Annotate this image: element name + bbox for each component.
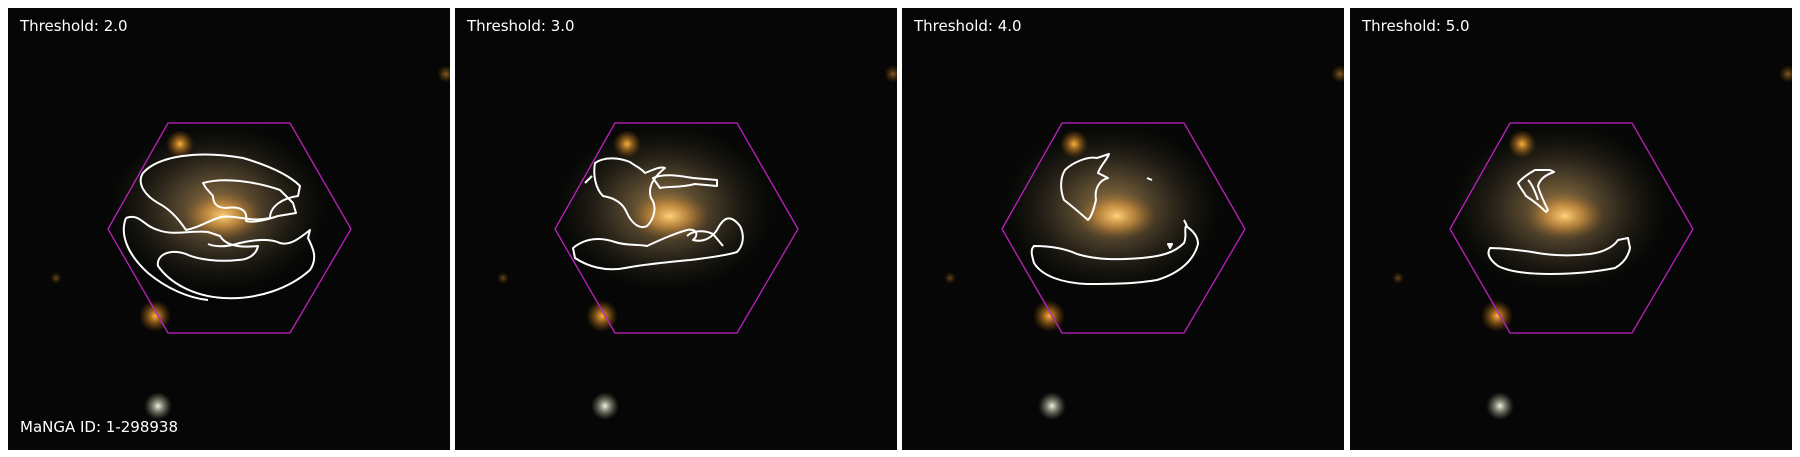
contour xyxy=(572,157,744,271)
star xyxy=(166,130,194,158)
threshold-label: Threshold: 2.0 xyxy=(20,17,128,35)
star xyxy=(437,65,450,83)
image-panel-threshold-3: Threshold: 3.0 xyxy=(455,8,897,450)
contour xyxy=(1487,169,1631,275)
galaxy-image xyxy=(455,8,897,450)
galaxy-image xyxy=(902,8,1344,450)
contour xyxy=(122,153,316,301)
threshold-label: Threshold: 5.0 xyxy=(1362,17,1470,35)
ifu-hexagon xyxy=(554,122,799,334)
threshold-label: Threshold: 3.0 xyxy=(467,17,575,35)
image-panel-threshold-5: Threshold: 5.0 xyxy=(1350,8,1792,450)
image-panel-threshold-2: Threshold: 2.0 MaNGA ID: 1-298938 xyxy=(8,8,450,450)
ifu-hexagon xyxy=(107,122,352,334)
star xyxy=(139,300,171,332)
threshold-label: Threshold: 4.0 xyxy=(914,17,1022,35)
image-panel-threshold-4: Threshold: 4.0 xyxy=(902,8,1344,450)
ifu-hexagon xyxy=(1449,122,1694,334)
star xyxy=(50,272,62,284)
contour xyxy=(1030,153,1199,285)
star xyxy=(144,392,172,420)
galaxy-image xyxy=(1350,8,1792,450)
ifu-hexagon xyxy=(1001,122,1246,334)
galaxy-image xyxy=(8,8,450,450)
manga-id-label: MaNGA ID: 1-298938 xyxy=(20,418,179,436)
